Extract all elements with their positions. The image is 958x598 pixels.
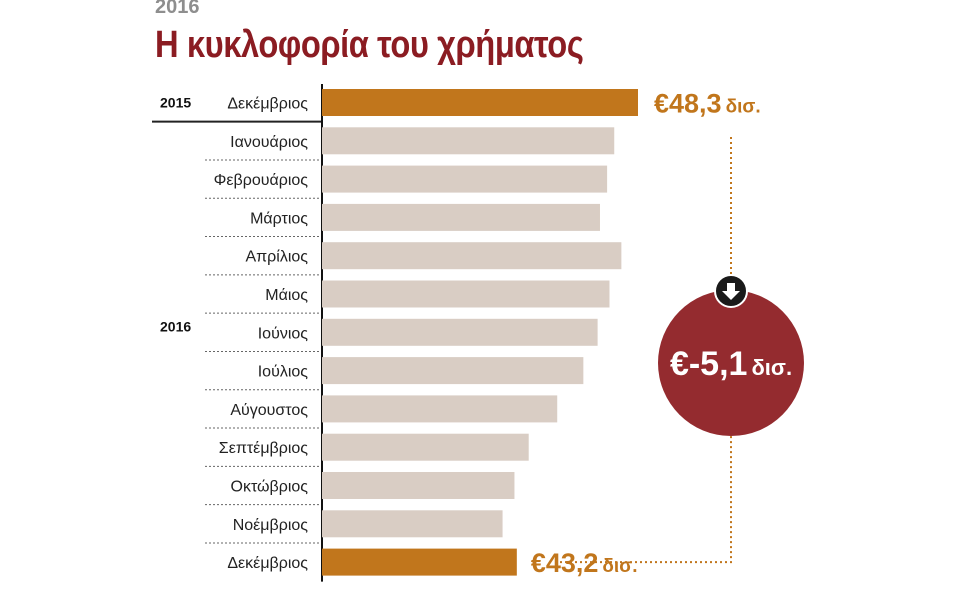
value-label-last-unit: δισ. bbox=[602, 556, 637, 577]
bars-layer bbox=[322, 89, 638, 576]
down-arrow-icon bbox=[722, 283, 740, 300]
category-label-3: Φεβρουάριος bbox=[214, 172, 309, 189]
value-label-last-amount: €43,2 bbox=[531, 548, 599, 578]
difference-label: €-5,1 δισ. bbox=[670, 345, 792, 383]
category-label-11: Οκτώβριος bbox=[231, 479, 309, 496]
difference-label-amount: €-5,1 bbox=[670, 345, 748, 383]
group-label-2015: 2015 bbox=[160, 95, 191, 111]
category-label-12: Νοέμβριος bbox=[233, 517, 309, 534]
bar-1 bbox=[322, 89, 638, 116]
connector-line-bottom bbox=[555, 436, 732, 564]
category-label-10: Σεπτέμβριος bbox=[219, 440, 308, 457]
value-label-first: €48,3 δισ. bbox=[654, 89, 761, 119]
bar-8 bbox=[322, 357, 584, 385]
category-label-7: Ιούνιος bbox=[258, 325, 309, 342]
category-label-1: Δεκέμβριος bbox=[227, 96, 308, 113]
year-kicker: 2016 bbox=[155, 0, 200, 18]
bar-7 bbox=[322, 318, 598, 346]
chart-title: Η κυκλοφορία του χρήματος bbox=[155, 24, 584, 66]
category-label-5: Απρίλιος bbox=[245, 249, 308, 266]
category-label-4: Μάρτιος bbox=[250, 210, 308, 227]
labels-layer: Δεκέμβριος Ιανουάριος Φεβρουάριος Μάρτιος Απ… bbox=[160, 89, 761, 579]
difference-circle bbox=[658, 290, 804, 436]
bar-11 bbox=[322, 472, 515, 499]
bar-9 bbox=[322, 395, 558, 423]
bar-5 bbox=[322, 242, 622, 270]
difference-annotation: €-5,1 δισ. bbox=[555, 137, 804, 564]
value-label-first-amount: €48,3 bbox=[654, 89, 722, 119]
category-label-6: Μάιος bbox=[265, 287, 308, 304]
category-label-2: Ιανουάριος bbox=[230, 134, 308, 151]
bar-12 bbox=[322, 510, 503, 538]
value-label-first-unit: δισ. bbox=[726, 97, 761, 118]
category-label-8: Ιούλιος bbox=[258, 364, 309, 381]
bar-4 bbox=[322, 203, 600, 231]
category-label-9: Αύγουστος bbox=[230, 402, 308, 419]
group-label-2016: 2016 bbox=[160, 318, 191, 334]
bar-3 bbox=[322, 165, 608, 193]
category-label-13: Δεκέμβριος bbox=[227, 555, 308, 572]
bar-6 bbox=[322, 280, 610, 308]
bar-10 bbox=[322, 433, 529, 461]
bar-13 bbox=[322, 548, 517, 576]
bar-2 bbox=[322, 127, 615, 155]
difference-label-unit: δισ. bbox=[751, 355, 792, 380]
